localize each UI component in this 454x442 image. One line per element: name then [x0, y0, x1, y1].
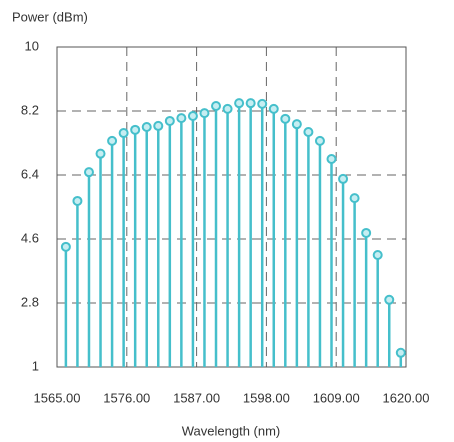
stem-marker	[314, 135, 325, 146]
stem-marker	[83, 167, 94, 178]
x-tick-label: 1598.00	[243, 390, 290, 405]
stem-marker	[141, 122, 152, 132]
stem-marker	[338, 173, 349, 184]
x-axis-label: Wavelength (nm)	[182, 423, 281, 438]
plot-frame	[56, 46, 407, 368]
stem-marker	[245, 98, 256, 109]
stem-marker	[280, 113, 291, 124]
y-tick-label: 6.4	[21, 166, 39, 181]
stem-marker	[95, 148, 106, 159]
stem-marker	[118, 128, 129, 139]
stem-marker	[384, 294, 395, 305]
stem-marker	[361, 227, 372, 238]
stem-marker	[187, 110, 198, 121]
x-tick-label: 1609.00	[313, 390, 360, 405]
stem-marker	[72, 195, 83, 206]
stem-marker	[395, 347, 406, 358]
stem-marker	[130, 124, 141, 135]
stem-marker	[303, 126, 314, 137]
stem-marker	[164, 115, 175, 126]
y-tick-label: 8.2	[21, 102, 39, 117]
stem-marker	[291, 119, 302, 130]
x-tick-label: 1587.00	[173, 390, 220, 405]
stem-marker	[326, 154, 337, 164]
x-tick-label: 1565.00	[34, 390, 81, 405]
stem-marker	[234, 98, 245, 109]
stem-marker	[349, 193, 360, 204]
y-tick-label: 1	[32, 358, 39, 373]
y-tick-label: 10	[25, 38, 39, 53]
stem-marker	[199, 108, 210, 119]
stem-marker	[211, 101, 222, 112]
stem-marker	[222, 103, 233, 114]
y-tick-label: 2.8	[21, 294, 39, 309]
stem-marker	[60, 241, 71, 252]
stem-marker	[372, 250, 383, 260]
stem-marker	[176, 113, 187, 124]
stem-marker	[257, 98, 268, 109]
stem-marker	[153, 120, 164, 131]
x-tick-label: 1620.00	[383, 390, 430, 405]
x-tick-label: 1576.00	[103, 390, 150, 405]
y-tick-label: 4.6	[21, 230, 39, 245]
stem-marker	[268, 103, 279, 114]
y-axis-label: Power (dBm)	[12, 9, 88, 24]
stem-marker	[107, 135, 118, 146]
